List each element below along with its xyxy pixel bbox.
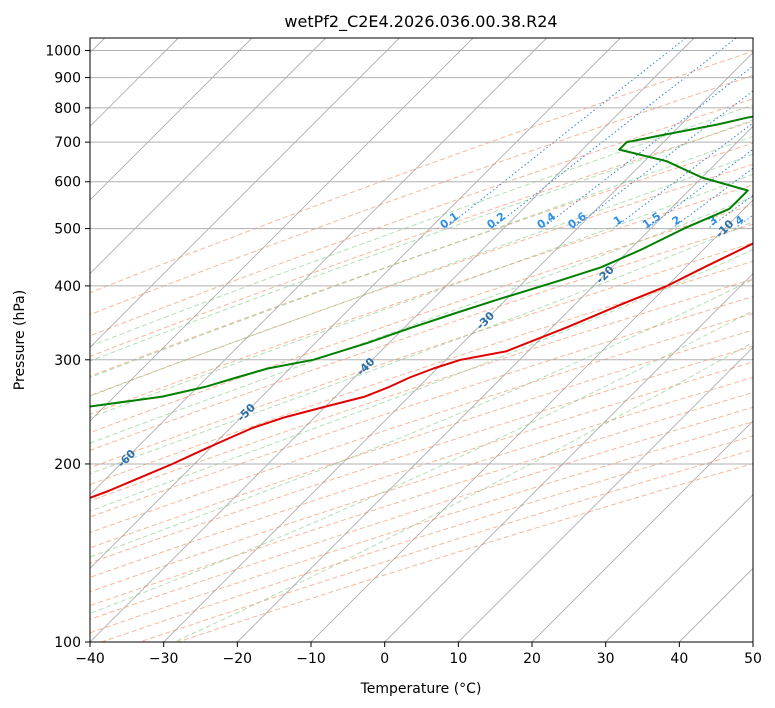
dry-adiabat-line: [101, 435, 753, 642]
x-axis-label: Temperature (°C): [360, 681, 482, 697]
isotherm-line: [752, 641, 753, 642]
moist-adiabat-line: [90, 104, 753, 347]
dry-adiabat-line: [90, 392, 753, 607]
chart-title: wetPf2_C2E4.2026.036.00.38.R24: [284, 12, 557, 32]
dry-adiabat-line: [90, 223, 753, 451]
moist-adiabat-line: [90, 173, 753, 419]
x-tick-label: 30: [597, 651, 615, 667]
y-axis-label: Pressure (hPa): [12, 290, 28, 390]
mixing-ratio-line: [541, 65, 753, 229]
x-tick-label: −40: [75, 651, 105, 667]
dry-adiabat-line: [90, 120, 753, 357]
mixing-ratio-line: [491, 38, 737, 229]
plot-area: 0.10.20.40.611.52346810131620253036-100-…: [0, 38, 775, 642]
isotherm-line: [531, 420, 753, 642]
isotherm-line: [90, 38, 547, 496]
dry-adiabat-line: [90, 98, 753, 337]
moist-adiabat-line: [90, 196, 753, 444]
y-tick-label: 900: [54, 71, 81, 87]
mixing-ratio-line: [734, 214, 753, 230]
dry-adiabat-line: [90, 278, 753, 502]
dry-adiabat-line: [90, 312, 753, 534]
moist-adiabat-line: [90, 248, 753, 512]
moist-adiabat-line: [90, 221, 753, 475]
dry-adiabat-line: [90, 242, 753, 469]
isotherm-line: [90, 38, 695, 642]
y-tick-label: 500: [54, 222, 81, 238]
y-tick-label: 100: [54, 635, 81, 651]
mixing-ratio-line: [612, 122, 753, 229]
dry-adiabat-line: [90, 74, 753, 316]
isotherm-line: [605, 494, 753, 642]
x-tick-label: 20: [523, 651, 541, 667]
dry-adiabat-line: [90, 50, 753, 294]
y-tick-label: 300: [54, 353, 81, 369]
x-tick-label: −10: [296, 651, 326, 667]
dry-adiabat-line: [90, 345, 753, 564]
y-tick-label: 600: [54, 175, 81, 191]
axes: −40 −30 −20 −10 0 10 20 30 40 50 100 200 300 400 500 60…: [45, 44, 762, 667]
isotherm-label: -40: [354, 355, 377, 378]
isotherm-line: [384, 273, 753, 642]
mixing-ratio-label: 6: [772, 213, 775, 228]
plot-frame: [89, 37, 754, 643]
y-tick-label: 200: [54, 457, 81, 473]
dry-adiabat-line: [90, 329, 753, 549]
dry-adiabat-line: [90, 204, 753, 434]
isotherm-label: -50: [235, 401, 258, 424]
dry-adiabat-line: [90, 142, 753, 377]
isotherm-line: [310, 199, 753, 642]
moist-adiabat-line: [90, 119, 753, 362]
isotherm-line: [90, 38, 400, 348]
x-tick-label: 50: [744, 651, 762, 667]
isotherm-line: [90, 38, 253, 201]
dry-adiabat-line: [90, 184, 753, 415]
dry-adiabat-line: [90, 295, 753, 518]
data-series: [90, 115, 753, 499]
x-tick-label: −30: [149, 651, 179, 667]
x-tick-label: 0: [380, 651, 389, 667]
moist-adiabat-line: [90, 135, 753, 379]
mixing-ratio-line: [572, 90, 753, 229]
y-tick-label: 700: [54, 135, 81, 151]
isotherm-label: -30: [474, 309, 497, 332]
isotherm-line: [237, 125, 753, 642]
isotherm-line: [163, 52, 753, 642]
x-tick-label: 40: [670, 651, 688, 667]
mixing-ratio-label: 1: [611, 213, 625, 228]
dewpoint-profile-line: [90, 115, 753, 408]
dry-adiabat-line: [90, 376, 753, 593]
moist-adiabat-line: [90, 153, 753, 397]
x-tick-label: −20: [223, 651, 253, 667]
isotherm-line: [458, 346, 753, 642]
isotherm-label: -60: [115, 447, 138, 470]
dry-adiabat-line: [90, 260, 753, 486]
y-tick-label: 400: [54, 279, 81, 295]
temperature-profile-line: [90, 242, 753, 499]
isotherm-label: -20: [594, 263, 617, 286]
mixing-ratio-line: [671, 167, 753, 229]
isotherm-line: [90, 38, 326, 275]
y-tick-label: 1000: [45, 44, 81, 60]
isotherm-label: -70: [0, 493, 19, 516]
moist-adiabat-line: [90, 278, 753, 558]
dry-adiabat-line: [90, 361, 753, 578]
moist-adiabat-line: [90, 310, 753, 614]
x-tick-label: 10: [449, 651, 467, 667]
mixing-ratio-label: 2: [670, 213, 684, 228]
isotherm-line: [90, 38, 474, 422]
isotherm-line: [90, 38, 621, 569]
dry-adiabat-line: [90, 163, 753, 397]
y-tick-label: 800: [54, 101, 81, 117]
